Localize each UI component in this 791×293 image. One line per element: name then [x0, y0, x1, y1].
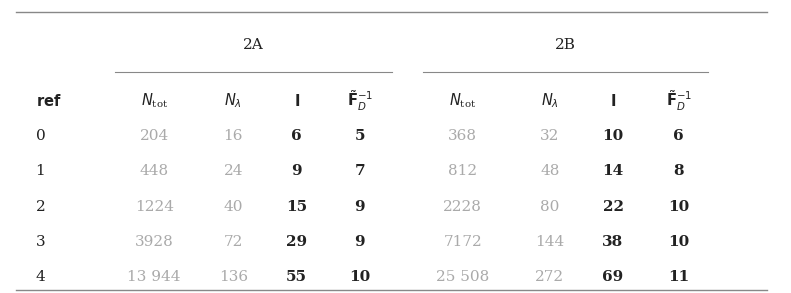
Text: 10: 10 — [668, 200, 689, 214]
Text: 2B: 2B — [555, 38, 576, 52]
Text: 1224: 1224 — [134, 200, 174, 214]
Text: 6: 6 — [291, 129, 302, 143]
Text: 7: 7 — [354, 164, 365, 178]
Text: 2: 2 — [36, 200, 45, 214]
Text: 25 508: 25 508 — [436, 270, 490, 284]
Text: 144: 144 — [536, 235, 564, 249]
Text: 10: 10 — [668, 235, 689, 249]
Text: 40: 40 — [224, 200, 243, 214]
Text: 136: 136 — [219, 270, 248, 284]
Text: 29: 29 — [286, 235, 307, 249]
Text: 10: 10 — [603, 129, 623, 143]
Text: 1: 1 — [36, 164, 45, 178]
Text: 204: 204 — [140, 129, 168, 143]
Text: 9: 9 — [291, 164, 302, 178]
Text: 15: 15 — [286, 200, 307, 214]
Text: 2A: 2A — [243, 38, 263, 52]
Text: 812: 812 — [448, 164, 477, 178]
Text: 72: 72 — [224, 235, 243, 249]
Text: 48: 48 — [540, 164, 559, 178]
Text: 272: 272 — [536, 270, 564, 284]
Text: 16: 16 — [224, 129, 243, 143]
Text: 7172: 7172 — [444, 235, 482, 249]
Text: 22: 22 — [603, 200, 623, 214]
Text: 8: 8 — [673, 164, 684, 178]
Text: 9: 9 — [354, 235, 365, 249]
Text: 3: 3 — [36, 235, 45, 249]
Text: 10: 10 — [350, 270, 370, 284]
Text: 368: 368 — [448, 129, 477, 143]
Text: 6: 6 — [673, 129, 684, 143]
Text: 2228: 2228 — [443, 200, 483, 214]
Text: 38: 38 — [603, 235, 623, 249]
Text: 69: 69 — [603, 270, 623, 284]
Text: $N_\lambda$: $N_\lambda$ — [541, 92, 558, 110]
Text: 14: 14 — [603, 164, 623, 178]
Text: $N_\mathregular{tot}$: $N_\mathregular{tot}$ — [141, 92, 168, 110]
Text: $\mathbf{I}$: $\mathbf{I}$ — [610, 93, 616, 109]
Text: 5: 5 — [354, 129, 365, 143]
Text: 11: 11 — [668, 270, 689, 284]
Text: $\tilde{\mathbf{F}}_D^{-1}$: $\tilde{\mathbf{F}}_D^{-1}$ — [346, 89, 373, 113]
Text: $\tilde{\mathbf{F}}_D^{-1}$: $\tilde{\mathbf{F}}_D^{-1}$ — [665, 89, 692, 113]
Text: 0: 0 — [36, 129, 45, 143]
Text: 4: 4 — [36, 270, 45, 284]
Text: 32: 32 — [540, 129, 559, 143]
Text: 13 944: 13 944 — [127, 270, 181, 284]
Text: 80: 80 — [540, 200, 559, 214]
Text: 3928: 3928 — [135, 235, 173, 249]
Text: $N_\lambda$: $N_\lambda$ — [225, 92, 242, 110]
Text: 448: 448 — [140, 164, 168, 178]
Text: $\mathbf{ref}$: $\mathbf{ref}$ — [36, 93, 61, 109]
Text: 55: 55 — [286, 270, 307, 284]
Text: $N_\mathregular{tot}$: $N_\mathregular{tot}$ — [449, 92, 476, 110]
Text: 24: 24 — [224, 164, 243, 178]
Text: $\mathbf{I}$: $\mathbf{I}$ — [293, 93, 300, 109]
Text: 9: 9 — [354, 200, 365, 214]
